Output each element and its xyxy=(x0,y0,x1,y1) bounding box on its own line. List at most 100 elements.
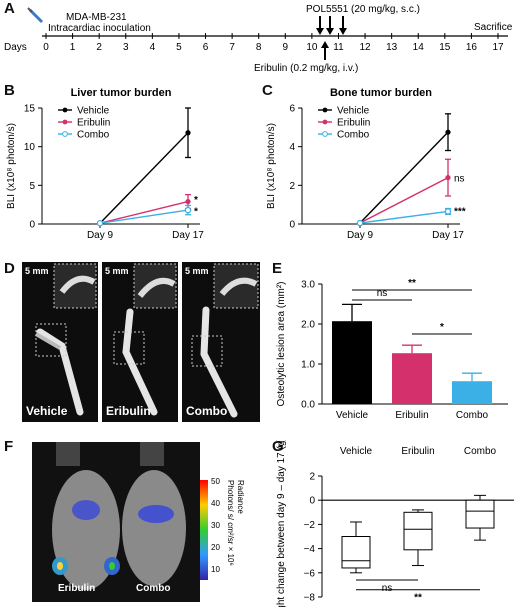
timeline-day-label: 8 xyxy=(256,42,262,53)
y-axis-label: BLI (x10⁸ photon/s) xyxy=(266,123,277,209)
significance-label: ns xyxy=(377,288,388,299)
sacrifice-label: Sacrifice xyxy=(474,22,513,33)
panel-label-d: D xyxy=(4,260,15,277)
y-tick-label: 0 xyxy=(309,496,315,507)
legend-label: Combo xyxy=(337,130,370,141)
inoculation-line2: Intracardiac inoculation xyxy=(48,23,151,34)
timeline-day-label: 4 xyxy=(150,42,156,53)
legend-marker xyxy=(322,119,328,125)
panel-label-a: A xyxy=(4,0,15,17)
legend-marker xyxy=(322,131,328,137)
x-tick-label: Day 17 xyxy=(172,230,204,241)
y-tick-label: 1.0 xyxy=(301,360,315,371)
timeline-day-label: 16 xyxy=(466,42,478,53)
timeline-day-label: 5 xyxy=(176,42,182,53)
significance-label: * xyxy=(194,195,198,206)
legend-label: Vehicle xyxy=(337,106,370,117)
caption-combo: Combo xyxy=(186,404,228,418)
colorbar-gradient xyxy=(200,480,208,580)
timeline-day-label: 13 xyxy=(386,42,398,53)
timeline-day-label: 1 xyxy=(70,42,76,53)
legend-label: Eribulin xyxy=(77,118,110,129)
significance-label: ns xyxy=(382,583,393,594)
x-tick-label: Eribulin xyxy=(395,410,428,421)
x-tick-label: Combo xyxy=(456,410,489,421)
category-label: Eribulin xyxy=(401,446,434,457)
series-line xyxy=(359,131,449,224)
legend-label: Vehicle xyxy=(77,106,110,117)
legend-marker xyxy=(322,107,328,113)
radiance-colorbar: 50 40 30 20 10 RadiancePhotons/ s/ cm²/s… xyxy=(200,477,245,580)
y-tick-label: 5 xyxy=(29,181,35,192)
bar xyxy=(452,381,492,404)
data-point xyxy=(445,129,451,135)
data-point xyxy=(96,219,104,227)
bone-image-eribulin xyxy=(113,263,177,416)
panel-label-f: F xyxy=(4,438,14,455)
x-tick-label: Day 9 xyxy=(347,230,374,241)
colorbar-tick-10: 10 xyxy=(211,565,220,574)
legend-marker xyxy=(62,131,68,137)
bar xyxy=(392,353,432,404)
chart-title: Bone tumor burden xyxy=(330,87,432,99)
caption-vehicle: Vehicle xyxy=(26,404,68,418)
timeline-ticks: 0 1 2 3 4 5 6 7 8 9 10 11 12 13 14 15 16 17 xyxy=(43,33,504,53)
eribulin-arrow xyxy=(321,41,329,60)
legend-marker xyxy=(62,107,68,113)
box xyxy=(341,536,371,569)
bli-caption-combo: Combo xyxy=(136,583,171,594)
y-tick-label: 2 xyxy=(289,181,295,192)
data-point xyxy=(445,175,451,181)
y-tick-label: −8 xyxy=(304,593,316,604)
box xyxy=(465,499,495,529)
liver-tumor-burden-chart: Liver tumor burden 0 5 10 15 Day 9 Day 17 BLI (… xyxy=(6,87,204,241)
osteolytic-lesion-chart: 0.0 1.0 2.0 3.0 Osteolytic lesion area (mm²)… xyxy=(276,278,508,421)
bli-mouse-image: Eribulin Combo xyxy=(32,442,200,602)
timeline-day-label: 14 xyxy=(413,42,425,53)
syringe-icon xyxy=(27,7,44,24)
significance-label: ** xyxy=(408,278,416,289)
eribulin-dose-label: Eribulin (0.2 mg/kg, i.v.) xyxy=(254,63,358,74)
y-tick-label: 2 xyxy=(309,472,315,483)
y-tick-label: −6 xyxy=(304,568,316,579)
y-tick-label: 0.0 xyxy=(301,400,315,411)
significance-label: ** xyxy=(414,593,422,604)
bone-tumor-burden-chart: Bone tumor burden 0 2 4 6 Day 9 Day 17 BLI (x10… xyxy=(266,87,466,241)
legend-label: Combo xyxy=(77,130,110,141)
series-line xyxy=(359,210,449,224)
category-label: Vehicle xyxy=(340,446,373,457)
panel-label-g: G xyxy=(272,438,284,455)
series-line xyxy=(99,209,189,224)
legend-marker xyxy=(62,119,68,125)
x-tick-label: Day 9 xyxy=(87,230,114,241)
y-tick-label: 2.0 xyxy=(301,320,315,331)
data-point xyxy=(185,130,191,136)
timeline-day-label: 9 xyxy=(283,42,289,53)
bone-image-combo xyxy=(191,263,259,418)
series-line xyxy=(359,176,449,224)
xray-eribulin: 5 mm Eribulin xyxy=(102,262,178,422)
timeline-day-label: 15 xyxy=(439,42,451,53)
xray-vehicle: 5 mm Vehicle xyxy=(22,262,98,422)
colorbar-label: RadiancePhotons/ s/ cm²/sr × 10⁶ xyxy=(226,480,245,566)
significance-label: ns xyxy=(454,173,465,184)
pol5551-arrows xyxy=(316,16,347,35)
data-point xyxy=(185,198,191,205)
inoculation-line1: MDA-MB-231 xyxy=(66,12,127,23)
bli-caption-eribulin: Eribulin xyxy=(58,583,96,594)
xray-panel: 5 mm Vehicle 5 mm Eribulin 5 mm Combo xyxy=(22,262,262,422)
y-axis-label: Weight change between day 9 – day 17 (g) xyxy=(276,440,287,607)
timeline-day-label: 10 xyxy=(306,42,318,53)
y-tick-label: 4 xyxy=(289,142,295,153)
timeline-day-label: 7 xyxy=(229,42,235,53)
weight-change-chart: 2 0 −2 −4 −6 −8 Weight change between day 9 – … xyxy=(276,440,514,607)
category-label: Combo xyxy=(464,446,497,457)
significance-label: *** xyxy=(454,206,466,217)
y-tick-label: 10 xyxy=(24,142,36,153)
series-line xyxy=(99,200,189,224)
data-point xyxy=(444,208,452,215)
y-tick-label: 0 xyxy=(29,220,35,231)
y-tick-label: 15 xyxy=(24,104,36,115)
significance-label: * xyxy=(440,322,444,333)
timeline-day-label: 12 xyxy=(359,42,371,53)
